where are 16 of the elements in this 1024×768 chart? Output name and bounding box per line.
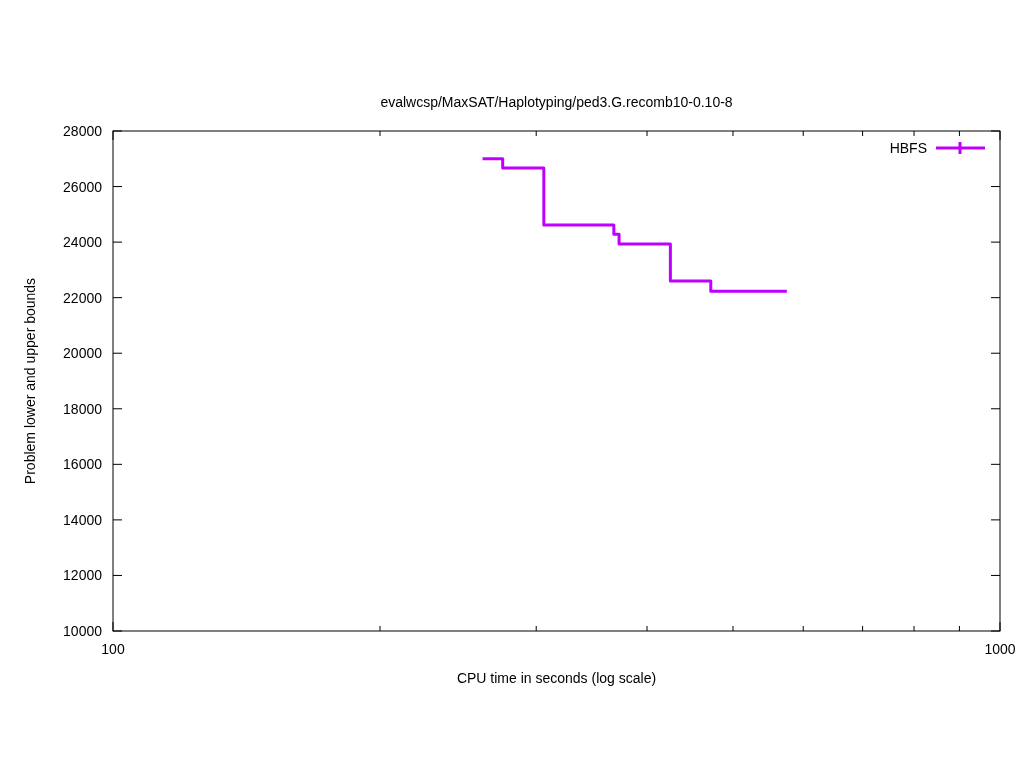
- y-tick-label: 18000: [63, 400, 103, 417]
- x-axis-title: CPU time in seconds (log scale): [456, 670, 657, 686]
- x-tick-label: 1000: [984, 641, 1016, 657]
- x-tick-label: 100: [101, 641, 125, 657]
- y-tick-label: 20000: [63, 345, 103, 362]
- y-tick-label: 28000: [63, 123, 103, 139]
- y-tick-label: 16000: [63, 456, 103, 473]
- legend-label: HBFS: [889, 140, 927, 156]
- y-tick-label: 22000: [63, 289, 103, 306]
- y-tick-label: 12000: [63, 567, 103, 584]
- y-tick-label: 10000: [63, 623, 103, 639]
- y-axis-title: Problem lower and upper bounds: [22, 277, 38, 485]
- y-tick-label: 24000: [63, 234, 103, 251]
- y-tick-label: 14000: [63, 511, 103, 528]
- y-tick-label: 26000: [63, 178, 103, 195]
- chart-title: evalwcsp/MaxSAT/Haplotyping/ped3.G.recomb10-0.10-8: [380, 94, 733, 110]
